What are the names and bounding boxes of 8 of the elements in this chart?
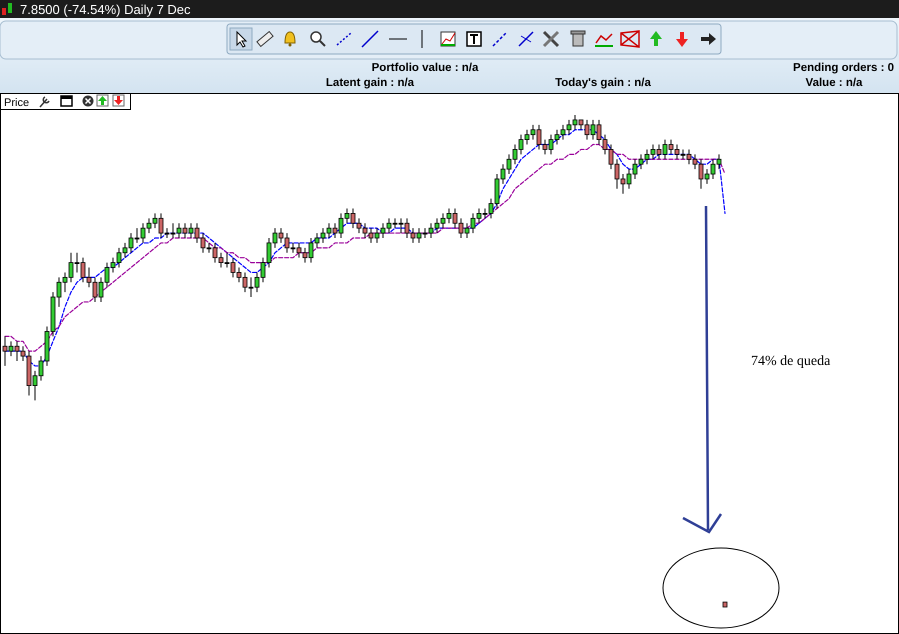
text: Today's gain : n/a [555,77,652,89]
text: Pending orders : 0 [793,62,894,74]
text: 74% de queda [751,354,832,369]
text: Price [4,97,30,109]
text: Portfolio value : n/a [372,62,479,74]
text: Latent gain : n/a [326,77,415,89]
chart-title: 7.8500 (-74.54%) Daily 7 Dec [20,2,192,17]
text: Value : n/a [806,77,864,89]
